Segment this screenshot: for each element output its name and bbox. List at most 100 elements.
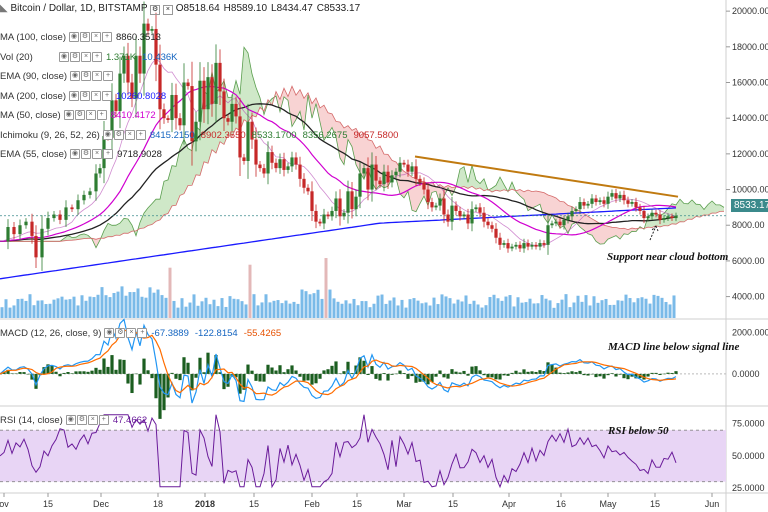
indicator-legend-row[interactable]: EMA (90, close) ◉ ⚙ × + [0, 70, 117, 83]
settings-icon[interactable]: ⚙ [81, 71, 92, 82]
macd-histogram-bar [26, 373, 30, 375]
eye-icon[interactable]: ◉ [69, 90, 79, 101]
eye-icon[interactable]: ◉ [65, 415, 76, 426]
macd-histogram-bar [306, 373, 310, 381]
macd-histogram-bar [154, 373, 158, 399]
settings-icon[interactable]: ⚙ [115, 328, 126, 339]
volume-bar [500, 300, 504, 318]
more-icon[interactable]: + [98, 415, 109, 426]
close-icon[interactable]: × [91, 32, 101, 43]
candle-body [234, 103, 238, 117]
settings-icon[interactable]: ⚙ [80, 32, 90, 43]
close-icon[interactable]: × [92, 149, 103, 160]
candle-body [282, 159, 286, 170]
candle-body [146, 23, 150, 31]
candle-body [434, 205, 438, 208]
candle-body [354, 196, 358, 210]
candle-body [154, 28, 158, 65]
eye-icon[interactable]: ◉ [70, 149, 81, 160]
indicator-legend-row[interactable]: MA (200, close) ◉ ⚙ × +10260.8028 [0, 90, 172, 103]
close-icon[interactable]: × [126, 328, 137, 339]
volume-bar [660, 297, 664, 318]
ichimoku-cloud-segment [696, 204, 700, 218]
ichimoku-cloud-segment [72, 237, 76, 241]
ichimoku-cloud-segment [608, 226, 612, 240]
macd-histogram-bar [358, 357, 362, 374]
candle-body [614, 193, 618, 199]
legend-label: Ichimoku (9, 26, 52, 26) [0, 129, 100, 141]
volume-bar [236, 299, 240, 318]
close-icon[interactable]: × [91, 90, 101, 101]
indicator-legend-row[interactable]: MA (100, close) ◉ ⚙ × +8860.3513 [0, 31, 167, 44]
eye-icon[interactable]: ◉ [102, 129, 113, 140]
close-icon[interactable]: × [85, 110, 96, 121]
more-icon[interactable]: + [92, 51, 102, 62]
ichimoku-cloud-segment [344, 125, 348, 165]
eye-icon[interactable]: ◉ [104, 328, 115, 339]
close-icon[interactable]: × [81, 51, 91, 62]
macd-histogram-bar [586, 373, 590, 376]
macd-histogram-bar [522, 369, 526, 374]
settings-icon[interactable]: ⚙ [80, 90, 90, 101]
ichimoku-cloud-segment [140, 213, 144, 229]
more-icon[interactable]: + [102, 90, 112, 101]
macd-histogram-bar [322, 370, 326, 374]
close-icon[interactable]: × [87, 415, 98, 426]
candle-body [122, 55, 126, 74]
more-icon[interactable]: + [135, 129, 146, 140]
candle-body [630, 202, 634, 204]
candle-body [310, 191, 314, 211]
settings-icon[interactable]: ⚙ [74, 110, 85, 121]
more-icon[interactable]: + [103, 149, 114, 160]
candle-body [202, 80, 206, 110]
more-icon[interactable]: + [96, 110, 107, 121]
close-icon[interactable]: × [92, 71, 103, 82]
more-icon[interactable]: + [103, 71, 114, 82]
volume-bar [4, 299, 8, 318]
macd-histogram-bar [130, 373, 134, 394]
macd-histogram-bar [326, 369, 330, 374]
settings-icon[interactable]: ⚙ [150, 5, 161, 15]
eye-icon[interactable]: ◉ [63, 110, 74, 121]
close-icon[interactable]: × [162, 5, 173, 15]
macd-histogram-bar [502, 373, 506, 376]
eye-icon[interactable]: ◉ [59, 51, 69, 62]
volume-bar [568, 307, 572, 318]
ohlc-c: C8533.17 [316, 3, 361, 14]
ohlc-l: L8434.47 [271, 3, 313, 14]
volume-bar [48, 303, 52, 318]
eye-icon[interactable]: ◉ [69, 32, 79, 43]
volume-bar [20, 298, 24, 318]
candle-body [598, 200, 602, 203]
candle-body [40, 228, 44, 258]
indicator-legend-row[interactable]: Vol (20) ◉ ⚙ × +1.371K 10.436K [0, 51, 184, 64]
candle-body [114, 100, 118, 112]
candle-body [350, 191, 354, 210]
indicator-legend-row[interactable]: EMA (55, close) ◉ ⚙ × +9718.9028 [0, 148, 168, 161]
candle-body [338, 198, 342, 217]
volume-bar [592, 296, 596, 318]
indicator-legend-row[interactable]: MA (50, close) ◉ ⚙ × +8410.4172 [0, 109, 162, 122]
macd-tick-label: 2000.0000 [732, 327, 768, 337]
indicator-legend-row[interactable]: Ichimoku (9, 26, 52, 26) ◉ ⚙ × +8415.2150 890… [0, 129, 404, 142]
settings-icon[interactable]: ⚙ [76, 415, 87, 426]
settings-icon[interactable]: ⚙ [113, 129, 124, 140]
volume-bar [324, 258, 328, 318]
settings-icon[interactable]: ⚙ [70, 51, 80, 62]
eye-icon[interactable]: ◉ [70, 71, 81, 82]
macd-histogram-bar [422, 373, 426, 382]
volume-bar [280, 303, 284, 318]
ichimoku-cloud-segment [280, 88, 284, 112]
collapse-icon[interactable]: ◣ [0, 3, 8, 14]
close-icon[interactable]: × [124, 129, 135, 140]
candle-body [76, 200, 80, 210]
more-icon[interactable]: + [137, 328, 148, 339]
more-icon[interactable]: + [102, 32, 112, 43]
volume-bar [648, 303, 652, 318]
macd-histogram-bar [510, 372, 514, 374]
candle-body [314, 210, 318, 222]
ichimoku-cloud-segment [360, 132, 364, 180]
macd-histogram-bar [662, 373, 666, 375]
settings-icon[interactable]: ⚙ [81, 149, 92, 160]
